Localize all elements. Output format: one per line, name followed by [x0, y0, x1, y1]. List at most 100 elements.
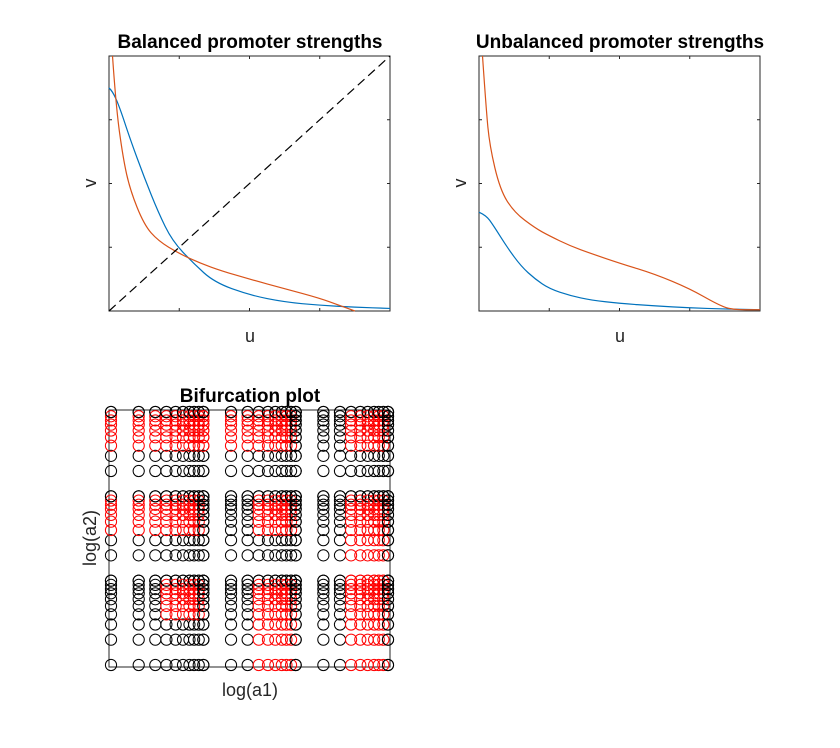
bifurcation-point [224, 523, 238, 537]
bifurcation-point [169, 405, 182, 419]
bifurcation-point-bistable [344, 549, 358, 562]
bifurcation-point-bistable [132, 515, 145, 528]
bifurcation-point [317, 498, 330, 511]
bifurcation-point-bistable [261, 515, 275, 528]
bifurcation-point-bistable [169, 593, 182, 606]
bifurcation-point [197, 574, 210, 587]
bifurcation-point-bistable [354, 534, 367, 547]
bifurcation-point-bistable [197, 410, 210, 423]
bifurcation-point [132, 490, 145, 503]
bifurcation-point [289, 508, 302, 521]
bifurcation-point [169, 534, 182, 547]
bifurcation-point [252, 449, 265, 462]
bifurcation-point [284, 534, 298, 547]
bifurcation-point [224, 587, 238, 600]
bifurcation-point-bistable [252, 658, 265, 672]
bifurcation-point-bistable [252, 515, 265, 528]
bifurcation-point-bistable [104, 502, 118, 516]
bifurcation-point-bistable [280, 633, 293, 646]
bifurcation-point [289, 578, 302, 591]
bifurcation-point-bistable [372, 534, 385, 547]
bifurcation-point-bistable [354, 583, 367, 596]
bifurcation-point [261, 574, 275, 587]
bifurcation-point [289, 583, 302, 596]
bifurcation-point-bistable [344, 424, 358, 437]
bifurcation-point-bistable [344, 658, 358, 672]
bifurcation-point [317, 439, 330, 452]
bifurcation-point-bistable [275, 658, 288, 672]
bifurcation-point-bistable [261, 494, 275, 507]
bifurcation-point-bistable [261, 587, 275, 600]
bifurcation-point [381, 599, 395, 613]
bifurcation-point [132, 578, 145, 591]
panel1-ylabel: v [80, 179, 100, 188]
bifurcation-point [289, 515, 302, 528]
bifurcation-point-bistable [372, 618, 385, 631]
bifurcation-point [289, 498, 302, 511]
panel2-xlabel: u [615, 326, 625, 346]
bifurcation-point-bistable [261, 523, 275, 537]
bifurcation-point-bistable [261, 410, 275, 423]
bifurcation-point-bistable [354, 633, 367, 646]
bifurcation-point [381, 549, 395, 562]
bifurcation-point-bistable [104, 515, 118, 528]
bifurcation-point-bistable [252, 439, 265, 452]
bifurcation-point [132, 549, 145, 562]
bifurcation-point [317, 608, 330, 621]
bifurcation-point [289, 587, 302, 600]
bifurcation-point-bistable [160, 439, 173, 452]
bifurcation-point [289, 593, 302, 606]
bifurcation-point-bistable [368, 658, 381, 672]
bifurcation-point-bistable [275, 618, 288, 631]
bifurcation-point-bistable [368, 618, 381, 631]
bifurcation-point-bistable [169, 418, 182, 431]
panel-balanced: Balanced promoter strengths u v [80, 32, 391, 346]
bifurcation-point-bistable [354, 508, 367, 521]
bifurcation-point [381, 508, 395, 521]
bifurcation-point [224, 618, 238, 631]
bifurcation-point-bistable [344, 608, 358, 621]
bifurcation-point-bistable [169, 498, 182, 511]
bifurcation-point-bistable [252, 599, 265, 613]
bifurcation-point-bistable [224, 431, 238, 444]
panel2-series [478, 55, 761, 311]
bifurcation-point [354, 464, 367, 478]
bifurcation-point [197, 608, 210, 621]
bifurcation-point [289, 549, 302, 562]
bifurcation-point [372, 464, 385, 478]
bifurcation-point-bistable [275, 633, 288, 646]
bifurcation-point [275, 534, 288, 547]
bifurcation-point [381, 502, 395, 516]
bifurcation-point [197, 583, 210, 596]
bifurcation-point [132, 534, 145, 547]
bifurcation-point [197, 498, 210, 511]
bifurcation-point [289, 534, 302, 547]
bifurcation-point [104, 574, 118, 587]
bifurcation-point-bistable [160, 523, 173, 537]
bifurcation-point [104, 464, 118, 478]
bifurcation-point [224, 608, 238, 621]
bifurcation-point [381, 515, 395, 528]
bifurcation-point-bistable [354, 618, 367, 631]
bifurcation-point [289, 405, 302, 419]
bifurcation-point [317, 593, 330, 606]
bifurcation-point [132, 583, 145, 596]
bifurcation-point-bistable [224, 410, 238, 423]
bifurcation-point-bistable [224, 418, 238, 431]
bifurcation-point [104, 534, 118, 547]
bifurcation-point [160, 658, 173, 672]
bifurcation-point-bistable [252, 424, 265, 437]
panel2-ticks [479, 56, 760, 311]
bifurcation-point [224, 593, 238, 606]
bifurcation-point-bistable [224, 439, 238, 452]
bifurcation-point-bistable [169, 431, 182, 444]
bifurcation-point-bistable [169, 424, 182, 437]
bifurcation-point [169, 574, 182, 587]
bifurcation-point-bistable [160, 424, 173, 437]
bifurcation-point-bistable [132, 424, 145, 437]
bifurcation-point-bistable [261, 658, 275, 672]
bifurcation-point [132, 599, 145, 613]
bifurcation-point [280, 534, 293, 547]
bifurcation-point-bistable [354, 515, 367, 528]
bifurcation-point-bistable [104, 418, 118, 431]
